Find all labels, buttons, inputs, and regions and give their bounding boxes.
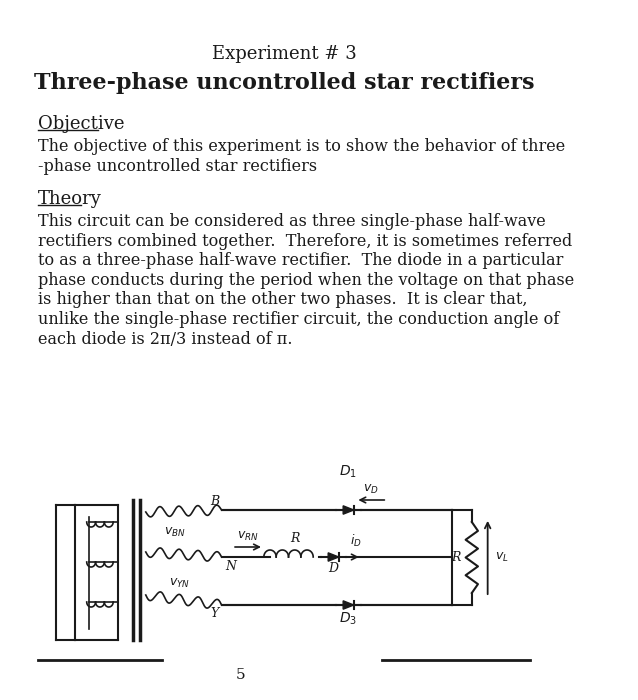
Text: Three-phase uncontrolled star rectifiers: Three-phase uncontrolled star rectifiers xyxy=(34,72,535,94)
Text: $D_3$: $D_3$ xyxy=(339,611,357,627)
Polygon shape xyxy=(328,553,339,561)
Text: Objective: Objective xyxy=(38,115,125,133)
Text: N: N xyxy=(225,560,236,573)
Text: Y: Y xyxy=(211,607,219,620)
Polygon shape xyxy=(343,601,353,609)
Text: 5: 5 xyxy=(236,668,246,682)
Text: The objective of this experiment is to show the behavior of three
-phase uncontr: The objective of this experiment is to s… xyxy=(38,138,565,174)
Text: $v_{D}$: $v_{D}$ xyxy=(364,483,379,496)
Polygon shape xyxy=(343,506,353,514)
Text: $D_1$: $D_1$ xyxy=(339,463,357,480)
Text: This circuit can be considered as three single-phase half-wave
rectifiers combin: This circuit can be considered as three … xyxy=(38,213,575,348)
Text: Theory: Theory xyxy=(38,190,102,208)
Text: $v_{BN}$: $v_{BN}$ xyxy=(164,526,186,538)
Text: $v_{YN}$: $v_{YN}$ xyxy=(168,577,189,589)
Text: $v_{RN}$: $v_{RN}$ xyxy=(237,530,259,543)
Text: $i_{D}$: $i_{D}$ xyxy=(350,533,362,549)
Text: Experiment # 3: Experiment # 3 xyxy=(212,45,357,63)
Text: D: D xyxy=(329,562,338,575)
Text: R: R xyxy=(290,532,299,545)
Text: R: R xyxy=(451,551,461,564)
Text: $v_{L}$: $v_{L}$ xyxy=(494,551,508,564)
Text: B: B xyxy=(210,495,219,508)
